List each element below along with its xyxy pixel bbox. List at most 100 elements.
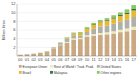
- bar-segment: [125, 13, 130, 14]
- bar-segment: [65, 42, 70, 43]
- bar-segment: [78, 36, 83, 38]
- bar-segment: [131, 27, 136, 30]
- x-tick-label: 00: [18, 57, 23, 62]
- bar-segment: [85, 35, 90, 36]
- legend-label: European Union: [23, 65, 48, 69]
- bar-segment: [65, 43, 70, 56]
- bar-segment: [118, 16, 123, 21]
- bar-segment: [31, 53, 36, 54]
- y-tick-label: 12: [11, 1, 16, 6]
- bar-segment: [125, 28, 130, 31]
- legend-swatch: [97, 71, 100, 74]
- bar-segment: [131, 9, 136, 11]
- x-tick-label: 10: [85, 57, 90, 62]
- bar-segment: [125, 20, 130, 29]
- bar-segment: [118, 30, 123, 32]
- bar-segment: [71, 32, 76, 34]
- bar-segment: [25, 54, 30, 56]
- y-tick-label: 2: [13, 45, 16, 50]
- bar-segment: [85, 28, 90, 29]
- bar-segment: [118, 22, 123, 30]
- bar-segment: [71, 33, 76, 35]
- bar-segment: [131, 11, 136, 18]
- legend-swatch: [50, 65, 53, 68]
- bar-segment: [65, 38, 70, 42]
- bar-segment: [38, 52, 43, 53]
- grid-line: [17, 4, 137, 5]
- bar-segment: [31, 53, 36, 54]
- bar-segment: [18, 54, 23, 55]
- bar-segment: [131, 30, 136, 56]
- bar-segment: [58, 43, 63, 45]
- legend-swatch: [19, 71, 22, 74]
- bar-segment: [65, 37, 70, 38]
- bar-segment: [91, 36, 96, 56]
- x-tick-label: 16: [125, 57, 130, 62]
- bar-segment: [85, 27, 90, 28]
- bar-segment: [131, 17, 136, 27]
- bar-segment: [105, 25, 110, 32]
- bar-segment: [105, 18, 110, 20]
- bar-segment: [85, 37, 90, 57]
- bar-segment: [98, 22, 103, 26]
- bar-segment: [45, 52, 50, 56]
- bar-segment: [85, 32, 90, 35]
- bar-segment: [31, 53, 36, 54]
- chart: 2468101200010203040506070809101112131415…: [0, 0, 140, 78]
- bar-segment: [98, 20, 103, 22]
- bar-segment: [111, 15, 116, 17]
- bar-segment: [91, 25, 96, 29]
- legend-label: Other regions: [101, 71, 122, 75]
- legend-swatch: [50, 71, 53, 74]
- y-tick-label: 6: [13, 27, 16, 32]
- legend-label: Rest of World / Trad. Prod.: [54, 65, 94, 69]
- bar-segment: [58, 45, 63, 56]
- bar-segment: [78, 39, 83, 56]
- bar-segment: [118, 15, 123, 16]
- legend: European Union Rest of World / Trad. Prod…: [19, 65, 122, 75]
- bar-segment: [71, 38, 76, 39]
- bar-segment: [111, 19, 116, 24]
- bar-segment: [111, 24, 116, 32]
- bar-segment: [111, 33, 116, 56]
- bar-segment: [98, 27, 103, 34]
- x-tick-label: 11: [92, 57, 97, 62]
- x-tick-label: 07: [65, 57, 70, 62]
- y-axis: [17, 4, 18, 56]
- bar-segment: [25, 54, 30, 55]
- y-tick-label: 8: [13, 19, 16, 24]
- bar-segment: [125, 31, 130, 56]
- x-tick-label: 06: [58, 57, 63, 62]
- bar-segment: [51, 47, 56, 48]
- bar-segment: [91, 34, 96, 36]
- bar-segment: [78, 33, 83, 36]
- bar-segment: [45, 51, 50, 52]
- bar-segment: [58, 42, 63, 43]
- legend-label: Malaysia: [54, 71, 67, 75]
- bar-segment: [18, 54, 23, 55]
- legend-swatch: [97, 65, 100, 68]
- bar-segment: [78, 32, 83, 34]
- bar-segment: [118, 12, 123, 15]
- bar-segment: [31, 54, 36, 56]
- bar-segment: [45, 51, 50, 52]
- bar-segment: [45, 51, 50, 52]
- x-tick-label: 13: [105, 57, 110, 62]
- x-tick-label: 03: [38, 57, 43, 62]
- bar-segment: [65, 37, 70, 38]
- x-tick-label: 01: [25, 57, 30, 62]
- bar-segment: [38, 52, 43, 53]
- bar-segment: [45, 51, 50, 52]
- x-tick-label: 15: [118, 57, 123, 62]
- y-axis-label: Billion litres: [1, 20, 6, 40]
- bar-segment: [91, 24, 96, 26]
- bar-segment: [38, 53, 43, 56]
- x-tick-label: 04: [45, 57, 50, 62]
- x-tick-label: 12: [98, 57, 103, 62]
- bar-segment: [25, 54, 30, 55]
- x-tick-label: 09: [78, 57, 83, 62]
- bar-segment: [118, 32, 123, 56]
- bar-segment: [25, 54, 30, 55]
- bar-segment: [105, 21, 110, 26]
- bar-segment: [38, 52, 43, 53]
